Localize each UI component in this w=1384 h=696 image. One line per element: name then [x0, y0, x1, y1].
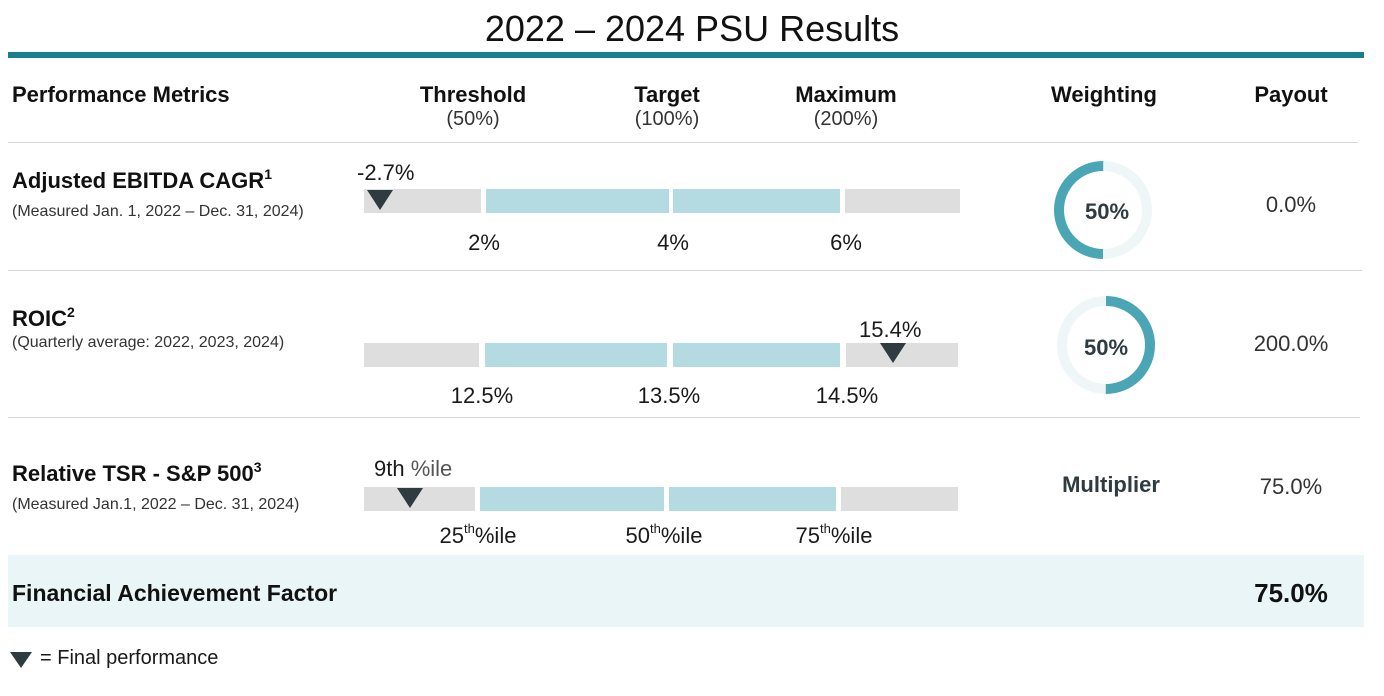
weighting-donut-roic [1057, 296, 1155, 394]
legend-text: = Final performance [40, 647, 219, 669]
weighting-value-ebitda: 50% [1084, 199, 1130, 224]
weighting-multiplier: Multiplier [1062, 472, 1160, 497]
weighting-value-roic: 50% [1083, 335, 1129, 360]
header-target-pct: (100%) [634, 108, 700, 130]
bar-segment-above-maximum [845, 189, 960, 213]
financial-achievement-value: 75.0% [1254, 578, 1328, 608]
donut-arc [1054, 161, 1152, 259]
metric-sub-tsr: (Measured Jan.1, 2022 – Dec. 31, 2024) [12, 496, 300, 513]
marker-label-tsr: 9th %ile [374, 456, 453, 481]
legend-marker-icon [10, 652, 32, 668]
payout-value-tsr: 75.0% [1259, 474, 1323, 499]
final-performance-marker [367, 190, 393, 210]
metric-name-ebitda: Adjusted EBITDA CAGR1 [12, 166, 272, 193]
final-performance-marker [397, 488, 423, 508]
header-threshold-pct: (50%) [446, 108, 500, 130]
payout-value-ebitda: 0.0% [1265, 192, 1317, 217]
tick-label: 50th%ile [625, 521, 703, 548]
tick-label: 13.5% [637, 383, 701, 408]
financial-achievement-band [8, 555, 1364, 627]
marker-label-ebitda: -2.7% [357, 160, 415, 185]
tick-label: 75th%ile [795, 521, 873, 548]
bar-segment-threshold-target [485, 343, 667, 367]
final-performance-marker [880, 343, 906, 363]
financial-achievement-label: Financial Achievement Factor [12, 580, 338, 606]
page-title: 2022 – 2024 PSU Results [484, 8, 900, 49]
tick-label: 25th%ile [439, 521, 517, 548]
metric-sub-ebitda: (Measured Jan. 1, 2022 – Dec. 31, 2024) [12, 203, 304, 220]
bar-segment-threshold-target [486, 189, 669, 213]
header-maximum: Maximum [795, 82, 897, 107]
tick-label: 14.5% [815, 383, 879, 408]
metric-name-roic: ROIC2 [12, 304, 75, 331]
header-threshold: Threshold [419, 82, 527, 107]
row-divider [8, 417, 1360, 418]
bar-segment-below-threshold [364, 343, 479, 367]
tick-label: 6% [830, 230, 862, 255]
bar-segment-target-maximum [673, 189, 840, 213]
metric-name-tsr: Relative TSR - S&P 5003 [12, 459, 262, 486]
tick-label: 4% [657, 230, 689, 255]
bar-segment-above-maximum [841, 487, 958, 511]
tick-label: 2% [468, 230, 500, 255]
donut-arc [1057, 296, 1155, 394]
header-target: Target [634, 82, 700, 107]
bar-segment-threshold-target [480, 487, 664, 511]
header-weighting: Weighting [1051, 82, 1157, 107]
header-performance-metrics: Performance Metrics [12, 82, 230, 107]
bar-segment-target-maximum [669, 487, 836, 511]
header-divider [8, 142, 1358, 143]
bar-segment-target-maximum [673, 343, 840, 367]
header-maximum-pct: (200%) [813, 108, 879, 130]
title-rule [8, 52, 1364, 58]
weighting-donut-ebitda [1054, 161, 1152, 259]
header-payout: Payout [1254, 82, 1328, 107]
row-divider [8, 270, 1362, 271]
marker-label-roic: 15.4% [859, 317, 922, 342]
payout-value-roic: 200.0% [1253, 331, 1329, 356]
tick-label: 12.5% [450, 383, 514, 408]
metric-sub-roic: (Quarterly average: 2022, 2023, 2024) [12, 334, 285, 351]
